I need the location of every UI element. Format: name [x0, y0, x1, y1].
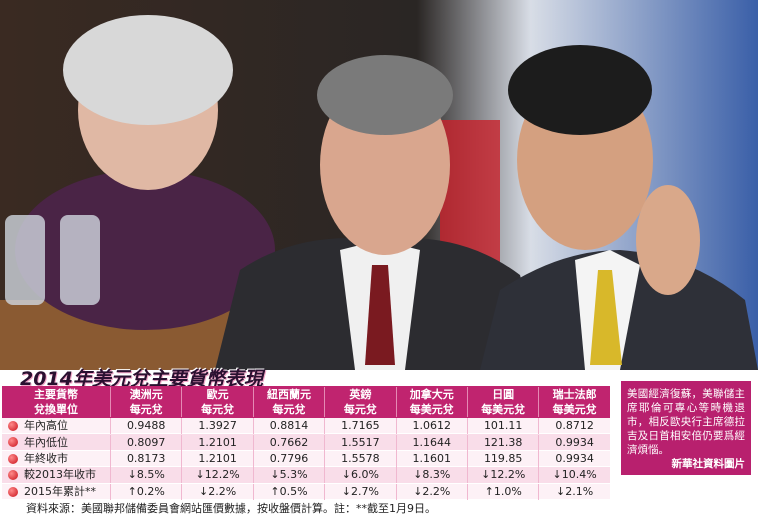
row-label: 2015年累計** [24, 484, 96, 498]
row-bg [2, 434, 610, 451]
table-cell: 1.7165 [324, 418, 395, 435]
table-title: 2014年美元兌主要貨幣表現 [20, 368, 263, 390]
row-label: 較2013年收市 [24, 468, 96, 482]
row-bg [2, 450, 610, 468]
header-cell: 瑞士法郎 每美元兌 [538, 387, 609, 417]
row-bg [2, 467, 610, 484]
table-cell: 0.9488 [110, 418, 181, 435]
header-cell: 英鎊 每元兌 [324, 387, 395, 417]
header-text: 每美元兌 [409, 403, 454, 416]
table-cell: 1.0612 [395, 418, 467, 435]
table-cell: 121.38 [467, 434, 538, 451]
header-text: 英鎊 [349, 388, 372, 401]
caption-text: 美國經濟復蘇，美聯儲主席耶倫可專心等時機退市，相反歐央行主席德拉吉及日首相安倍仍… [627, 388, 745, 456]
header-text: 瑞士法郎 [552, 388, 597, 401]
table-cell: ↓12.2% [181, 467, 252, 484]
table-cell: 119.85 [467, 451, 538, 467]
table-cell: 101.11 [467, 418, 538, 435]
photo-caption: 美國經濟復蘇，美聯儲主席耶倫可專心等時機退市，相反歐央行主席德拉吉及日首相安倍仍… [621, 381, 751, 475]
table-cell: ↓8.5% [110, 467, 181, 484]
table-cell: 1.3927 [181, 418, 252, 435]
table-cell: ↓2.7% [324, 483, 395, 500]
row-bg [2, 483, 610, 500]
header-bg [2, 386, 610, 418]
header-cell: 澳洲元 每元兌 [110, 387, 181, 417]
table-cell: 0.9934 [538, 451, 609, 467]
row-bg [2, 418, 610, 435]
table-cell: ↑0.5% [252, 483, 324, 500]
header-cell: 主要貨幣 兌換單位 [2, 387, 110, 417]
table-cell: 1.5578 [324, 451, 395, 467]
table-cell: ↓5.3% [252, 467, 324, 484]
table-cell: 1.2101 [181, 451, 252, 467]
row-label: 年內高位 [24, 419, 68, 433]
row-label: 年終收市 [24, 452, 68, 465]
table-cell: 1.1601 [395, 451, 467, 467]
header-text: 澳洲元 [129, 388, 163, 401]
header-text: 加拿大元 [409, 388, 454, 401]
caption-credit: 新華社資料圖片 [671, 458, 746, 470]
row-bullet [8, 453, 18, 464]
table-cell: 0.8712 [538, 418, 609, 435]
header-text: 日圓 [492, 388, 515, 401]
table-cell: ↓8.3% [395, 467, 467, 484]
header-cell: 歐元 每元兌 [181, 387, 252, 417]
header-cell: 日圓 每美元兌 [467, 387, 538, 417]
row-bullet [8, 421, 18, 431]
row-label: 年內低位 [24, 435, 68, 449]
row-bullet [8, 470, 18, 481]
table-cell: 0.9934 [538, 434, 609, 451]
header-cell: 紐西蘭元 每元兌 [252, 387, 324, 417]
table-cell: 0.8097 [110, 434, 181, 451]
header-text: 每美元兌 [481, 403, 526, 416]
table-cell: ↓2.1% [538, 483, 609, 500]
table: 主要貨幣 兌換單位 澳洲元 每元兌 歐元 每元兌 紐西蘭元 每元兌 英鎊 每元兌 加拿大元 每美元兌日… [2, 386, 610, 500]
source-note: 資料來源：美國聯邦儲備委員會網站匯價數據，按收盤價計算。註：**截至1月9日。 [26, 502, 436, 515]
header-text: 每元兌 [343, 403, 377, 416]
row-bullet [8, 486, 18, 497]
table-cell: 0.7796 [252, 451, 324, 467]
table-cell: ↓6.0% [324, 467, 395, 484]
header-cell: 加拿大元 每美元兌 [395, 387, 467, 417]
table-cell: 0.8814 [252, 418, 324, 435]
table-cell: ↑0.2% [110, 483, 181, 500]
table-cell: 0.7662 [252, 434, 324, 451]
header-text: 歐元 [206, 388, 229, 401]
header-text: 紐西蘭元 [266, 388, 311, 401]
header-text: 主要貨幣 [34, 388, 78, 401]
table-cell: ↓10.4% [538, 467, 609, 484]
header-text: 每美元兌 [552, 403, 597, 416]
table-cell: ↓2.2% [395, 483, 467, 500]
photo [0, 0, 758, 370]
table-cell: ↓2.2% [181, 483, 252, 500]
header-text: 每元兌 [129, 403, 163, 416]
header-text: 每元兌 [201, 403, 235, 416]
table-cell: ↓12.2% [467, 467, 538, 484]
table-cell: 1.2101 [181, 434, 252, 451]
table-cell: ↑1.0% [467, 483, 538, 500]
header-text: 兌換單位 [34, 403, 78, 416]
header-text: 每元兌 [272, 403, 306, 416]
row-bullet [8, 437, 18, 448]
table-cell: 1.1644 [395, 434, 467, 451]
table-cell: 0.8173 [110, 451, 181, 467]
table-cell: 1.5517 [324, 434, 395, 451]
